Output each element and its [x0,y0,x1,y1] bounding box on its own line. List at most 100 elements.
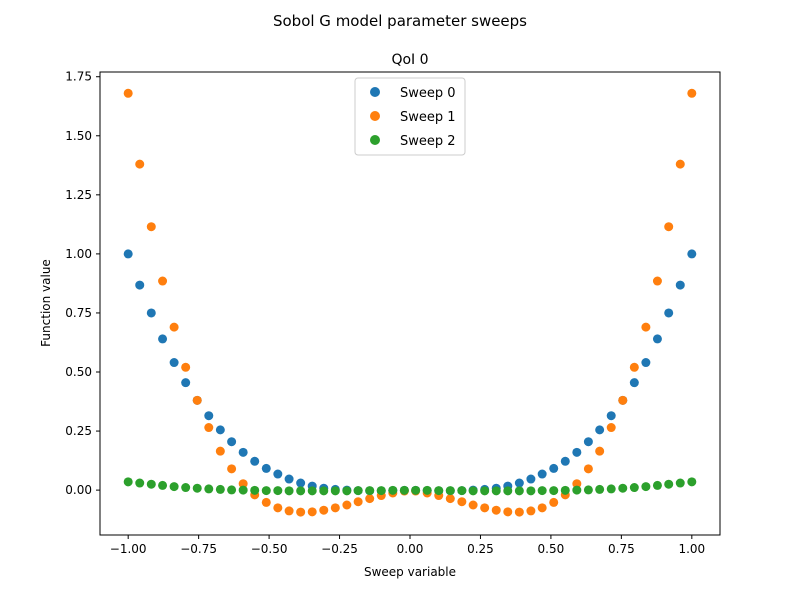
y-tick-label: 1.75 [65,70,92,84]
data-point-sweep-1 [468,500,478,510]
data-point-sweep-1 [664,222,674,232]
data-point-sweep-1 [491,505,501,515]
data-point-sweep-2 [503,486,513,496]
data-point-sweep-0 [250,456,260,466]
data-point-sweep-1 [192,395,202,405]
data-point-sweep-2 [618,483,628,493]
data-point-sweep-1 [307,507,317,517]
x-tick-label: 0.00 [397,542,424,556]
data-point-sweep-0 [560,456,570,466]
data-point-sweep-0 [284,474,294,484]
data-point-sweep-2 [123,477,133,487]
data-point-sweep-0 [204,411,214,421]
plot-frame [99,71,721,536]
data-point-sweep-2 [353,486,363,496]
data-point-sweep-2 [261,486,271,496]
data-point-sweep-2 [215,484,225,494]
data-point-sweep-1 [618,395,628,405]
data-point-sweep-0 [675,280,685,290]
y-tick-label: 0.00 [65,483,92,497]
data-point-sweep-1 [227,464,237,474]
legend-marker-sweep-0 [370,87,380,97]
legend-label-sweep-2: Sweep 2 [400,134,456,149]
data-point-sweep-2 [664,479,674,489]
data-point-sweep-2 [192,483,202,493]
data-point-sweep-1 [675,159,685,169]
data-point-sweep-1 [503,507,513,517]
figure-suptitle: Sobol G model parameter sweeps [273,12,527,30]
y-tick-label: 0.75 [65,306,92,320]
data-point-sweep-1 [526,506,536,516]
y-tick-label: 0.25 [65,424,92,438]
data-point-sweep-2 [457,486,467,496]
data-point-sweep-2 [583,485,593,495]
data-point-sweep-1 [342,500,352,510]
series-sweep-0 [123,249,697,496]
data-point-sweep-2 [491,486,501,496]
data-point-sweep-1 [652,276,662,286]
data-point-sweep-2 [181,483,191,493]
data-point-sweep-2 [675,478,685,488]
data-point-sweep-2 [284,486,294,496]
data-point-sweep-2 [606,484,616,494]
data-point-sweep-0 [273,469,283,479]
x-tick-label: −1.00 [110,542,147,556]
data-point-sweep-2 [514,486,524,496]
data-point-sweep-0 [227,437,237,447]
data-point-sweep-2 [319,486,329,496]
data-point-sweep-0 [641,358,651,368]
legend-marker-sweep-1 [370,111,380,121]
data-point-sweep-2 [388,485,398,495]
data-point-sweep-1 [135,159,145,169]
data-point-sweep-2 [158,480,168,490]
axes-title: QoI 0 [391,52,428,68]
data-point-sweep-0 [629,378,639,388]
x-tick-label: 0.25 [467,542,494,556]
data-point-sweep-2 [238,485,248,495]
data-point-sweep-1 [353,497,363,507]
y-tick-label: 1.25 [65,188,92,202]
data-point-sweep-1 [549,497,559,507]
data-point-sweep-1 [457,497,467,507]
data-point-sweep-1 [330,503,340,513]
data-point-sweep-2 [652,480,662,490]
legend-label-sweep-1: Sweep 1 [400,110,456,125]
legend: Sweep 0 Sweep 1 Sweep 2 [354,77,466,156]
x-axis-label: Sweep variable [364,565,456,579]
data-point-sweep-1 [146,222,156,232]
y-tick-label: 1.00 [65,247,92,261]
data-point-sweep-2 [411,485,421,495]
data-point-sweep-2 [399,485,409,495]
data-point-sweep-0 [146,308,156,318]
data-point-sweep-2 [227,485,237,495]
data-point-sweep-0 [652,334,662,344]
data-point-sweep-2 [296,486,306,496]
data-point-sweep-1 [273,503,283,513]
data-point-sweep-2 [629,483,639,493]
data-point-sweep-1 [641,322,651,332]
data-point-sweep-2 [376,486,386,496]
data-point-sweep-1 [595,446,605,456]
data-point-sweep-1 [606,423,616,433]
data-point-sweep-2 [480,486,490,496]
series-sweep-2 [123,477,697,496]
data-point-sweep-0 [135,280,145,290]
data-point-sweep-2 [526,486,536,496]
data-point-sweep-2 [445,486,455,496]
data-point-sweep-0 [549,463,559,473]
series-sweep-1 [123,88,697,517]
data-point-sweep-0 [537,469,547,479]
data-point-sweep-0 [169,358,179,368]
data-point-sweep-0 [572,447,582,457]
data-point-sweep-0 [583,437,593,447]
x-tick-label: −0.25 [321,542,358,556]
x-tick-label: −0.50 [251,542,288,556]
data-point-sweep-1 [629,362,639,372]
data-point-sweep-2 [365,486,375,496]
data-point-sweep-0 [158,334,168,344]
data-point-sweep-2 [204,484,214,494]
data-point-sweep-1 [215,446,225,456]
data-point-sweep-2 [434,486,444,496]
data-point-sweep-1 [365,494,375,504]
